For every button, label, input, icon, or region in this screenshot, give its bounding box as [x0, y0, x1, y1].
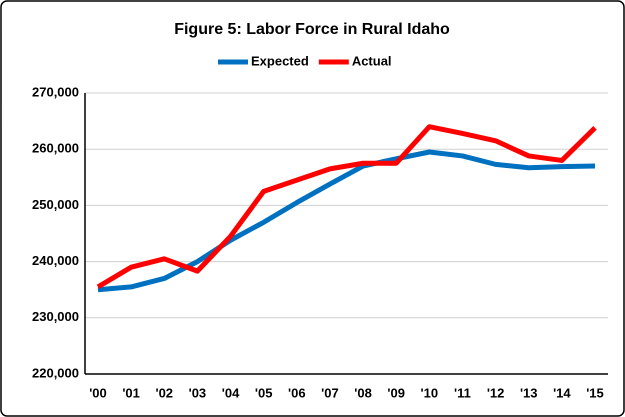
x-tick-label: '08 [354, 385, 372, 400]
legend-label: Expected [251, 53, 309, 68]
y-tick-label: 270,000 [32, 84, 79, 99]
y-tick-label: 220,000 [32, 365, 79, 380]
x-tick-label: '15 [586, 385, 604, 400]
x-tick-label: '11 [454, 385, 471, 400]
x-tick-label: '12 [487, 385, 505, 400]
line-series [97, 149, 596, 293]
x-tick-label: '09 [387, 385, 405, 400]
x-tick-label: '02 [155, 385, 173, 400]
x-tick-label: '03 [189, 385, 207, 400]
x-tick-label: '04 [222, 385, 240, 400]
x-tick-label: '13 [520, 385, 538, 400]
x-tick-label: '14 [553, 385, 571, 400]
x-tick-label: '01 [122, 385, 140, 400]
x-tick-label: '07 [321, 385, 339, 400]
x-tick-label: '10 [421, 385, 439, 400]
y-tick-label: 260,000 [32, 141, 79, 156]
x-tick-label: '00 [89, 385, 107, 400]
x-tick-label: '05 [255, 385, 273, 400]
y-tick-label: 240,000 [32, 253, 79, 268]
line-series [96, 124, 597, 290]
chart-title: Figure 5: Labor Force in Rural Idaho [174, 21, 450, 38]
y-tick-label: 250,000 [32, 197, 79, 212]
legend-label: Actual [352, 53, 392, 68]
x-tick-label: '06 [288, 385, 306, 400]
y-tick-label: 230,000 [32, 309, 79, 324]
